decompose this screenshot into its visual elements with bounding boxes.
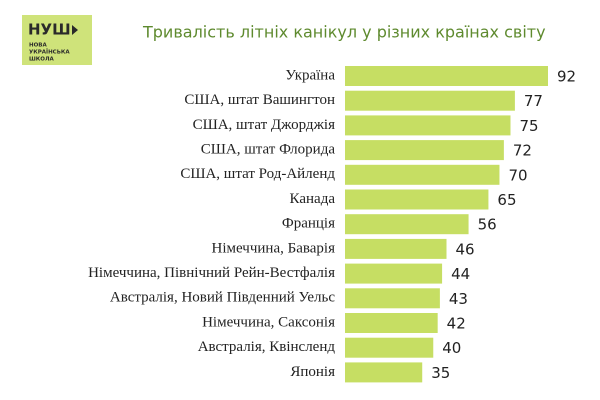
- category-label: Канада: [290, 191, 336, 207]
- category-label: Франція: [282, 216, 335, 232]
- value-label: 35: [431, 364, 450, 382]
- category-label: Німеччина, Баварія: [212, 240, 336, 256]
- value-label: 43: [449, 290, 468, 308]
- bar: [345, 337, 434, 358]
- category-label: США, штат Вашингтон: [184, 92, 335, 108]
- value-label: 92: [557, 68, 576, 86]
- bar: [345, 115, 511, 136]
- bar: [345, 288, 440, 309]
- value-label: 75: [519, 117, 538, 135]
- category-label: США, штат Джорджія: [193, 117, 336, 133]
- bar: [345, 263, 443, 284]
- value-label: 65: [497, 191, 516, 209]
- bar: [345, 164, 500, 185]
- category-label: Австралія, Новий Південний Уельс: [110, 290, 335, 306]
- value-label: 56: [478, 216, 497, 234]
- logo-line: ШКОЛА: [29, 57, 55, 63]
- bar: [345, 313, 438, 333]
- bar: [345, 189, 489, 210]
- value-label: 40: [442, 339, 461, 357]
- category-label: Німеччина, Північний Рейн-Вестфалія: [88, 265, 335, 281]
- bar: [345, 140, 504, 161]
- category-label: США, штат Род-Айленд: [180, 166, 335, 182]
- bar: [345, 238, 447, 259]
- chart-title: Тривалість літніх канікул у різних країн…: [142, 23, 546, 42]
- logo-line: НОВА: [29, 43, 47, 49]
- logo-line: УКРАЇНСЬКА: [29, 49, 70, 56]
- value-label: 70: [508, 166, 527, 184]
- category-label: Україна: [285, 67, 335, 83]
- bar: [345, 66, 548, 86]
- value-label: 46: [456, 240, 475, 258]
- category-label: Німеччина, Саксонія: [202, 314, 335, 330]
- value-label: 72: [513, 142, 532, 160]
- bar: [345, 90, 515, 111]
- logo-mark: НУШ: [28, 21, 71, 39]
- category-label: Австралія, Квінсленд: [198, 339, 336, 355]
- value-label: 44: [451, 265, 470, 283]
- value-label: 77: [524, 92, 543, 110]
- logo-background: [22, 15, 92, 65]
- bar: [345, 214, 469, 235]
- category-label: Японія: [290, 364, 335, 380]
- logo-arrow: [72, 25, 78, 35]
- bar: [345, 362, 423, 383]
- value-label: 42: [447, 315, 466, 333]
- category-label: США, штат Флорида: [201, 142, 336, 158]
